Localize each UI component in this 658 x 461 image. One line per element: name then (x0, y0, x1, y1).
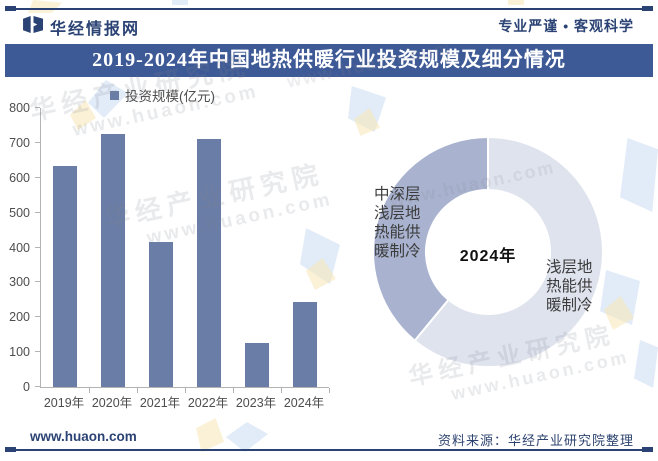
x-tick-mark (137, 388, 138, 393)
y-tick-label: 500 (9, 205, 30, 220)
x-tick-label: 2023年 (235, 396, 277, 410)
bottom-rule-left-cap (5, 447, 16, 452)
y-tick-mark (35, 176, 40, 178)
bar-slot (185, 108, 233, 387)
y-tick-mark (35, 211, 40, 213)
x-tick-mark (185, 388, 186, 393)
top-rule (5, 8, 653, 10)
y-tick-mark (35, 281, 40, 283)
y-tick-mark (35, 141, 40, 143)
bar-slot (233, 108, 281, 387)
y-tick-label: 0 (23, 380, 30, 394)
x-tick-label: 2019年 (43, 396, 85, 410)
donut-slice-0 (413, 135, 604, 368)
watermark-shape (28, 0, 62, 13)
bar-slot (281, 108, 329, 387)
y-tick-label: 800 (9, 101, 30, 115)
watermark-shape (634, 340, 658, 388)
header-slogan: 专业严谨 • 客观科学 (498, 18, 634, 34)
legend-marker-icon (110, 90, 119, 100)
y-tick-label: 600 (9, 170, 30, 185)
y-tick-label: 400 (9, 240, 30, 255)
watermark-shape (604, 296, 634, 330)
watermark-shape (226, 422, 268, 452)
x-tick-label: 2020年 (91, 396, 133, 410)
x-tick-mark (89, 388, 90, 393)
watermark-shape (508, 0, 524, 5)
brand-logo-icon (23, 15, 43, 34)
footer-site-url: www.huaon.com (30, 429, 137, 444)
x-tick-label: 2022年 (187, 396, 229, 410)
top-rule-right-cap (642, 6, 653, 11)
bottom-rule-right-cap (642, 447, 653, 452)
footer-data-source: 资料来源：华经产业研究院整理 (437, 433, 634, 448)
bar-slot (41, 108, 89, 387)
y-tick-label: 100 (9, 345, 30, 360)
page-title: 2019-2024年中国地热供暖行业投资规模及细分情况 (5, 44, 653, 77)
bar-x-axis: 2019年 2020年 2021年 2022年 2023年 2024年 (40, 392, 328, 411)
bar-2020年 (101, 134, 125, 387)
watermark-shape (600, 270, 640, 325)
brand-name: 华经情报网 (50, 21, 141, 38)
legend-label: 投资规模(亿元) (125, 89, 215, 104)
watermark-shape (196, 418, 224, 452)
bar-2024年 (293, 301, 317, 387)
donut-slice-1 (372, 135, 489, 343)
x-tick-label: 2024年 (283, 396, 325, 410)
watermark-shape (172, 0, 188, 5)
x-tick-label: 2021年 (139, 396, 181, 410)
x-tick-mark (233, 388, 234, 393)
y-tick-mark (35, 316, 40, 318)
y-tick-mark (35, 246, 40, 248)
x-tick-mark (329, 388, 330, 393)
x-tick-mark (281, 388, 282, 393)
y-tick-label: 200 (9, 310, 30, 325)
bar-plot (35, 107, 330, 393)
watermark-shape (354, 108, 380, 136)
watermark-shape (348, 86, 386, 132)
donut-slice-label-light: 浅层地热能供暖制冷 (546, 259, 593, 314)
donut-center-label: 2024年 (459, 248, 517, 265)
y-tick-label: 700 (9, 135, 30, 150)
bar-y-axis: 0 100 200 300 400 500 600 700 800 (2, 101, 34, 394)
watermark-shape (620, 138, 658, 212)
y-tick-label: 300 (9, 275, 30, 290)
y-tick-mark (35, 386, 40, 387)
bar-2023年 (245, 343, 269, 387)
bar-chart-legend: 投资规模(亿元) (110, 85, 215, 105)
top-rule-left-cap (5, 6, 16, 11)
header: 华经情报网 专业严谨 • 客观科学 (22, 13, 634, 38)
donut-slice-label-dark: 中深层浅层地热能供暖制冷 (374, 186, 421, 260)
bar-2022年 (197, 139, 221, 387)
y-tick-mark (35, 107, 40, 108)
y-tick-mark (35, 351, 40, 353)
bar-2021年 (149, 242, 173, 387)
bar-slot (137, 108, 185, 387)
bar-series (41, 108, 329, 387)
bar-slot (89, 108, 137, 387)
donut-svg (372, 135, 604, 368)
bar-2019年 (53, 165, 77, 387)
bottom-rule (5, 449, 653, 451)
